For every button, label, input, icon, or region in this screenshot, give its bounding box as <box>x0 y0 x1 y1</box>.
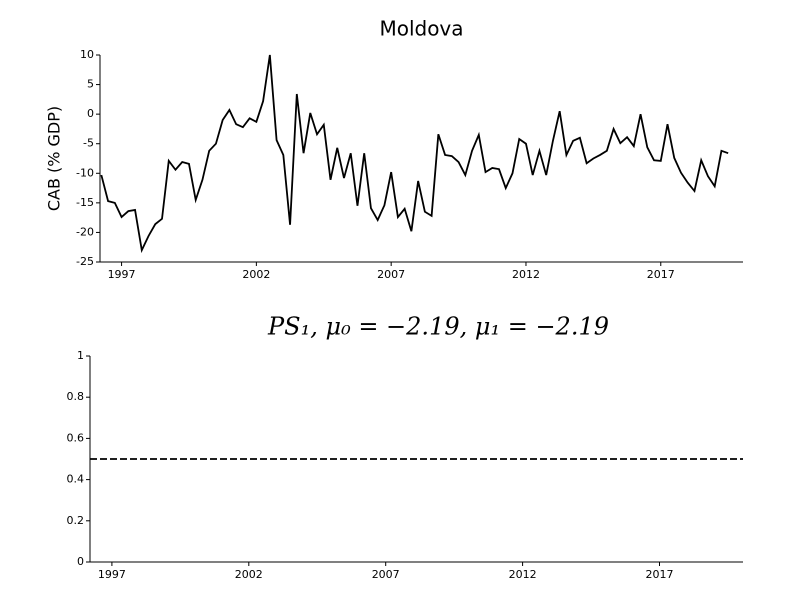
y-tick-label: 5 <box>87 78 94 91</box>
data-line <box>100 54 729 254</box>
x-tick-label: 2002 <box>242 268 270 281</box>
x-tick-label: 2017 <box>645 568 673 581</box>
y-tick-label: -25 <box>76 255 94 268</box>
x-tick-label: 2012 <box>509 568 537 581</box>
x-tick-label: 2007 <box>377 268 405 281</box>
chart-title: PS₁, μ₀ = −2.19, μ₁ = −2.19 <box>267 313 609 341</box>
y-tick-label: 0.4 <box>67 473 85 486</box>
y-tick-label: 10 <box>80 48 94 61</box>
y-tick-label: -10 <box>76 166 94 179</box>
x-tick-label: 2007 <box>372 568 400 581</box>
y-tick-label: 0 <box>87 107 94 120</box>
chart-title: Moldova <box>379 17 463 41</box>
y-tick-label: 0.6 <box>67 431 85 444</box>
x-tick-label: 2002 <box>235 568 263 581</box>
x-tick-label: 1997 <box>98 568 126 581</box>
y-tick-label: -5 <box>83 137 94 150</box>
y-tick-label: 0.2 <box>67 514 85 527</box>
y-tick-label: -20 <box>76 225 94 238</box>
y-tick-label: 1 <box>77 349 84 362</box>
x-tick-label: 2012 <box>512 268 540 281</box>
y-tick-label: -15 <box>76 196 94 209</box>
x-tick-label: 1997 <box>108 268 136 281</box>
x-tick-label: 2017 <box>647 268 675 281</box>
y-tick-label: 0 <box>77 555 84 568</box>
y-tick-label: 0.8 <box>67 390 85 403</box>
y-axis-label: CAB (% GDP) <box>45 106 64 211</box>
